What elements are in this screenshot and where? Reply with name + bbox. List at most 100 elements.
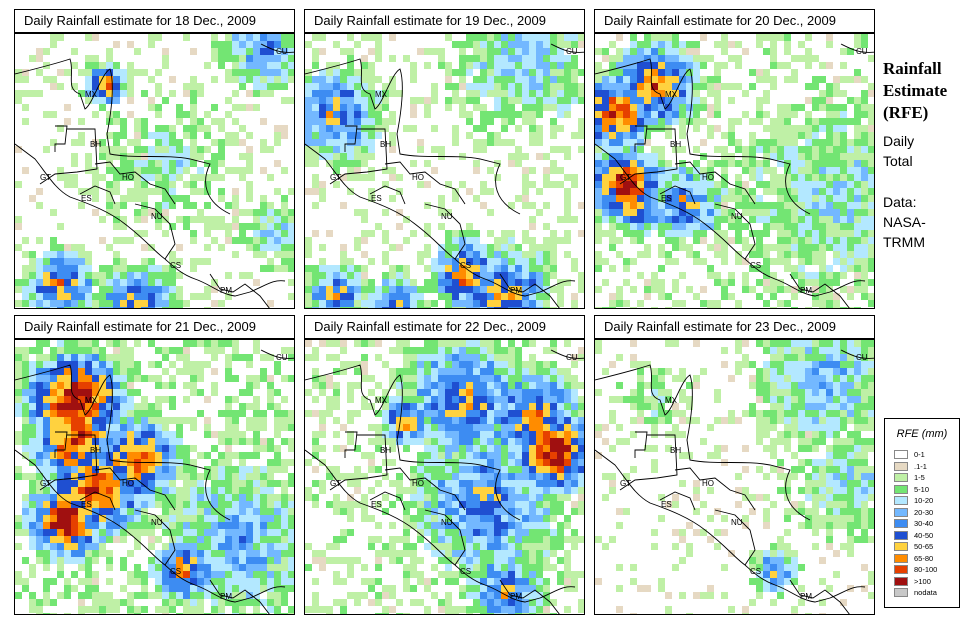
country-label-ho: HO bbox=[122, 479, 134, 488]
country-label-cu: CU bbox=[566, 47, 578, 56]
country-label-cs: CS bbox=[460, 567, 471, 576]
country-borders bbox=[15, 349, 294, 614]
legend-swatch bbox=[894, 496, 908, 505]
legend-swatch bbox=[894, 519, 908, 528]
legend-item: 80-100 bbox=[894, 565, 958, 575]
side-data-line-1: Data: bbox=[883, 194, 917, 210]
legend-item: 1-5 bbox=[894, 473, 958, 483]
rainfall-panel: Daily Rainfall estimate for 23 Dec., 200… bbox=[594, 315, 875, 615]
legend-swatch bbox=[894, 450, 908, 459]
rainfall-map-svg: MX BH GT HO ES NU CS PM CU bbox=[305, 340, 584, 614]
country-borders bbox=[15, 43, 294, 308]
country-label-gt: GT bbox=[620, 173, 631, 182]
legend-label: 10-20 bbox=[914, 496, 934, 505]
legend-swatch bbox=[894, 588, 908, 597]
country-label-pm: PM bbox=[800, 592, 812, 601]
country-label-bh: BH bbox=[670, 140, 681, 149]
country-label-es: ES bbox=[661, 194, 672, 203]
panel-title: Daily Rainfall estimate for 19 Dec., 200… bbox=[304, 9, 585, 33]
rainfall-cells bbox=[15, 34, 294, 308]
country-label-es: ES bbox=[661, 500, 672, 509]
country-label-cu: CU bbox=[856, 47, 868, 56]
panel-title: Daily Rainfall estimate for 21 Dec., 200… bbox=[14, 315, 295, 339]
country-label-cu: CU bbox=[276, 47, 288, 56]
country-label-cu: CU bbox=[276, 353, 288, 362]
legend-item: 40-50 bbox=[894, 530, 958, 541]
rainfall-map-svg: MX BH GT HO ES NU CS PM CU bbox=[15, 34, 294, 308]
country-label-mx: MX bbox=[375, 396, 388, 405]
country-label-gt: GT bbox=[620, 479, 631, 488]
legend-swatch bbox=[894, 530, 908, 540]
rainfall-map-svg: MX BH GT HO ES NU CS PM CU bbox=[305, 34, 584, 308]
country-label-mx: MX bbox=[375, 90, 388, 99]
legend-item: 65-80 bbox=[894, 553, 958, 564]
country-borders bbox=[595, 349, 874, 614]
country-borders bbox=[305, 349, 584, 614]
legend-swatch bbox=[894, 542, 908, 551]
country-label-pm: PM bbox=[800, 286, 812, 295]
country-label-cs: CS bbox=[750, 261, 761, 270]
side-title: Rainfall Estimate (RFE) bbox=[883, 58, 965, 124]
legend-swatch bbox=[894, 484, 908, 494]
panel-title: Daily Rainfall estimate for 22 Dec., 200… bbox=[304, 315, 585, 339]
legend-label: 0-1 bbox=[914, 450, 925, 459]
side-title-line-2: Estimate bbox=[883, 81, 948, 100]
side-subtitle-line-2: Total bbox=[883, 153, 913, 169]
country-label-ho: HO bbox=[122, 173, 134, 182]
country-label-pm: PM bbox=[510, 592, 522, 601]
rainfall-cells bbox=[595, 34, 874, 308]
country-label-pm: PM bbox=[220, 286, 232, 295]
legend-swatch bbox=[894, 553, 908, 563]
rainfall-map-svg: MX BH GT HO ES NU CS PM CU bbox=[595, 340, 874, 614]
rainfall-map-svg: MX BH GT HO ES NU CS PM CU bbox=[595, 34, 874, 308]
legend-label: >100 bbox=[914, 576, 931, 586]
legend-item: 10-20 bbox=[894, 496, 958, 506]
country-label-ho: HO bbox=[412, 173, 424, 182]
country-label-gt: GT bbox=[330, 173, 341, 182]
panel-title: Daily Rainfall estimate for 23 Dec., 200… bbox=[594, 315, 875, 339]
legend-item: .1-1 bbox=[894, 461, 958, 472]
rainfall-cells bbox=[305, 34, 584, 308]
rainfall-map: MX BH GT HO ES NU CS PM CU bbox=[594, 33, 875, 309]
side-data-source: Data: NASA- TRMM bbox=[883, 192, 965, 252]
country-borders bbox=[595, 43, 874, 308]
country-label-pm: PM bbox=[220, 592, 232, 601]
side-title-line-3: (RFE) bbox=[883, 103, 929, 122]
legend-label: nodata bbox=[914, 588, 937, 597]
rainfall-cells bbox=[15, 340, 294, 614]
country-label-nu: NU bbox=[441, 212, 453, 221]
legend-item: nodata bbox=[894, 588, 958, 598]
country-label-gt: GT bbox=[40, 479, 51, 488]
legend-item: 20-30 bbox=[894, 507, 958, 518]
country-label-bh: BH bbox=[380, 446, 391, 455]
country-label-es: ES bbox=[371, 500, 382, 509]
panel-title: Daily Rainfall estimate for 20 Dec., 200… bbox=[594, 9, 875, 33]
rainfall-map: MX BH GT HO ES NU CS PM CU bbox=[304, 339, 585, 615]
side-data-line-2: NASA- bbox=[883, 214, 926, 230]
country-label-cs: CS bbox=[170, 261, 181, 270]
rainfall-map-svg: MX BH GT HO ES NU CS PM CU bbox=[15, 340, 294, 614]
rainfall-panel: Daily Rainfall estimate for 18 Dec., 200… bbox=[14, 9, 295, 309]
country-label-mx: MX bbox=[85, 90, 98, 99]
country-label-es: ES bbox=[81, 500, 92, 509]
rainfall-map: MX BH GT HO ES NU CS PM CU bbox=[594, 339, 875, 615]
country-label-nu: NU bbox=[151, 212, 163, 221]
country-label-nu: NU bbox=[731, 518, 743, 527]
legend-swatch bbox=[894, 565, 908, 574]
legend-item: 5-10 bbox=[894, 484, 958, 495]
legend-label: 65-80 bbox=[914, 553, 934, 563]
country-label-ho: HO bbox=[412, 479, 424, 488]
country-label-es: ES bbox=[371, 194, 382, 203]
legend-item: 50-65 bbox=[894, 542, 958, 552]
country-label-cu: CU bbox=[566, 353, 578, 362]
country-label-cs: CS bbox=[460, 261, 471, 270]
rainfall-panel: Daily Rainfall estimate for 21 Dec., 200… bbox=[14, 315, 295, 615]
rainfall-map: MX BH GT HO ES NU CS PM CU bbox=[14, 339, 295, 615]
country-label-bh: BH bbox=[670, 446, 681, 455]
country-label-cs: CS bbox=[750, 567, 761, 576]
legend-item: 0-1 bbox=[894, 450, 958, 460]
legend-item: >100 bbox=[894, 576, 958, 587]
legend-item: 30-40 bbox=[894, 519, 958, 529]
legend-label: .1-1 bbox=[914, 461, 927, 471]
country-label-ho: HO bbox=[702, 479, 714, 488]
